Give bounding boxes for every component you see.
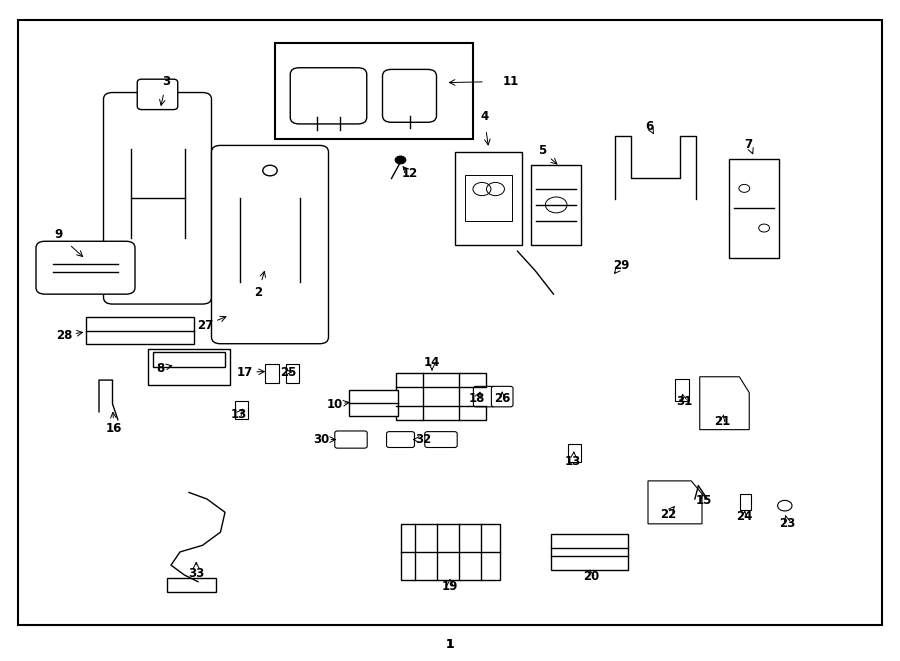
Bar: [348, 390, 398, 416]
Bar: [675, 379, 689, 401]
Text: 1: 1: [446, 638, 454, 651]
Text: 33: 33: [188, 567, 204, 580]
Text: 6: 6: [645, 120, 654, 134]
Polygon shape: [700, 377, 749, 430]
Text: 24: 24: [736, 510, 752, 524]
Bar: [148, 349, 230, 385]
Bar: [286, 364, 299, 383]
Bar: [235, 401, 248, 419]
FancyBboxPatch shape: [137, 79, 178, 110]
Text: 12: 12: [401, 167, 418, 180]
Text: 29: 29: [613, 259, 629, 272]
Text: 26: 26: [494, 392, 510, 405]
Bar: [266, 364, 279, 383]
Bar: [274, 43, 472, 139]
Text: 1: 1: [446, 638, 454, 651]
Text: 10: 10: [327, 398, 343, 411]
Text: 20: 20: [583, 570, 599, 583]
FancyBboxPatch shape: [36, 241, 135, 294]
FancyBboxPatch shape: [382, 69, 436, 122]
FancyBboxPatch shape: [290, 68, 367, 124]
Text: 28: 28: [57, 329, 73, 342]
Text: 13: 13: [565, 455, 581, 468]
Circle shape: [395, 156, 406, 164]
Text: 5: 5: [537, 144, 546, 157]
FancyBboxPatch shape: [473, 386, 495, 407]
Text: 18: 18: [469, 392, 485, 405]
Bar: [166, 578, 216, 592]
Text: 17: 17: [237, 366, 253, 379]
Text: 7: 7: [744, 137, 753, 151]
Bar: [400, 524, 500, 580]
Text: 32: 32: [415, 433, 431, 446]
Text: 4: 4: [480, 110, 489, 124]
Text: 21: 21: [714, 415, 730, 428]
Text: 31: 31: [676, 395, 692, 408]
Text: 2: 2: [254, 286, 263, 299]
Polygon shape: [648, 481, 702, 524]
Text: 3: 3: [162, 75, 171, 88]
FancyBboxPatch shape: [491, 386, 513, 407]
Text: 25: 25: [280, 366, 296, 379]
FancyBboxPatch shape: [104, 93, 212, 304]
FancyBboxPatch shape: [387, 432, 415, 447]
Text: 19: 19: [442, 580, 458, 594]
Text: 16: 16: [106, 422, 122, 435]
Bar: [152, 352, 225, 367]
Text: 11: 11: [503, 75, 519, 88]
Text: 13: 13: [230, 408, 247, 421]
Bar: [740, 494, 751, 510]
Bar: [729, 159, 779, 258]
Bar: [86, 317, 194, 344]
Text: 30: 30: [313, 433, 329, 446]
Bar: [551, 534, 628, 570]
Text: 9: 9: [54, 228, 63, 241]
Text: 8: 8: [156, 362, 165, 375]
FancyBboxPatch shape: [212, 145, 328, 344]
Bar: [465, 175, 512, 221]
Text: 22: 22: [660, 508, 676, 521]
Text: 14: 14: [424, 356, 440, 369]
FancyBboxPatch shape: [335, 431, 367, 448]
Bar: [455, 152, 522, 245]
Bar: [568, 444, 580, 462]
Text: 27: 27: [197, 319, 213, 332]
Bar: [531, 165, 581, 245]
Text: 23: 23: [779, 517, 796, 530]
FancyBboxPatch shape: [425, 432, 457, 447]
Bar: [396, 373, 486, 420]
Text: 15: 15: [696, 494, 712, 507]
